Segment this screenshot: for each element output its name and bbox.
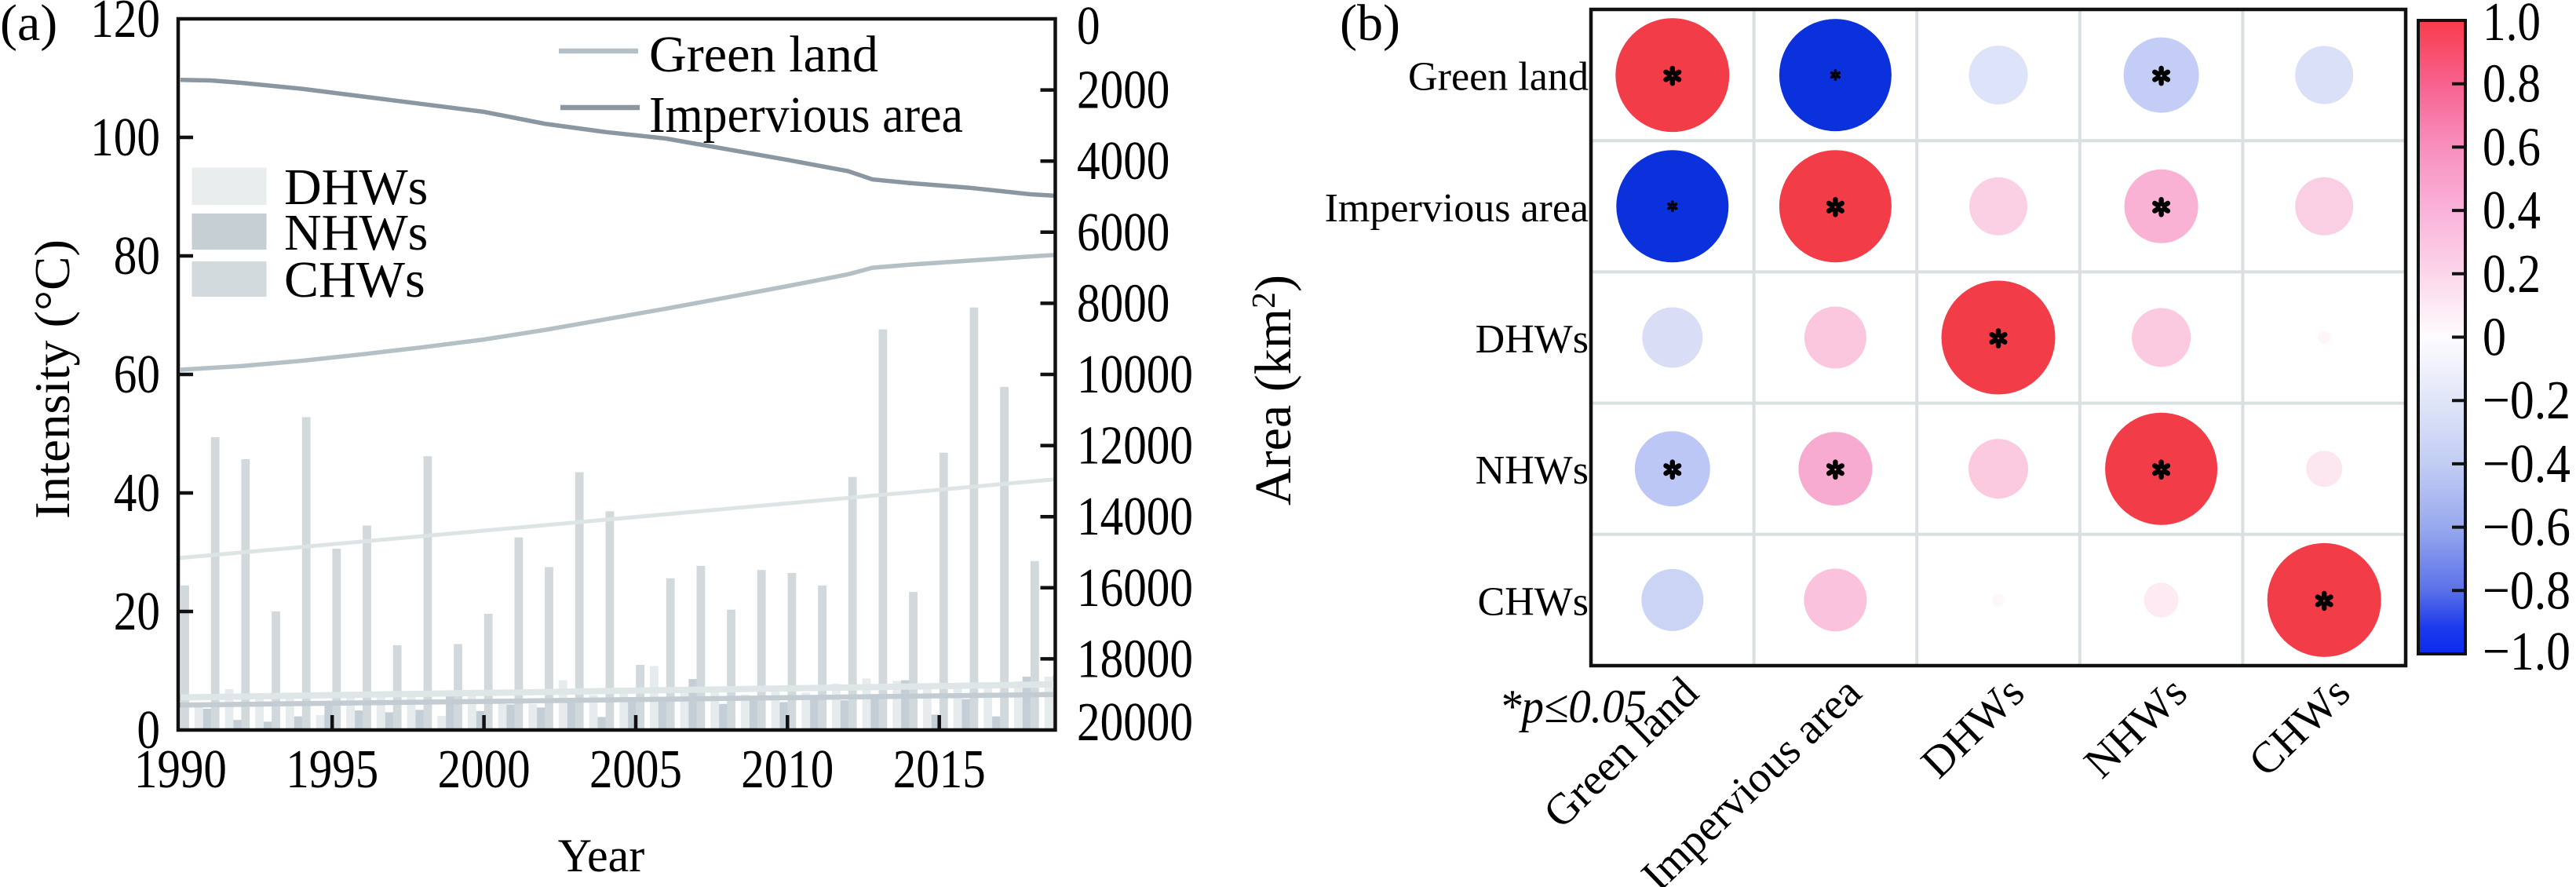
svg-text:Impervious area: Impervious area: [649, 86, 963, 144]
svg-text:2005: 2005: [589, 739, 682, 800]
svg-text:8000: 8000: [1077, 273, 1169, 334]
svg-text:CHWs: CHWs: [1477, 579, 1589, 624]
svg-text:2000: 2000: [438, 739, 531, 800]
svg-text:0.8: 0.8: [2483, 54, 2541, 115]
svg-text:6000: 6000: [1077, 203, 1169, 263]
svg-text:1990: 1990: [134, 739, 227, 800]
svg-text:(a): (a): [0, 0, 57, 52]
svg-text:DHWs: DHWs: [284, 159, 428, 216]
svg-text:4000: 4000: [1077, 131, 1169, 192]
svg-text:*p≤0.05: *p≤0.05: [1499, 681, 1647, 732]
svg-text:16000: 16000: [1077, 558, 1193, 619]
svg-text:0: 0: [1077, 0, 1100, 57]
svg-text:Intensity (°C): Intensity (°C): [24, 239, 80, 519]
svg-text:20000: 20000: [1077, 692, 1193, 753]
svg-text:1.0: 1.0: [2483, 0, 2541, 53]
svg-text:18000: 18000: [1077, 629, 1193, 689]
svg-text:1995: 1995: [286, 739, 378, 800]
svg-text:(b): (b): [1340, 0, 1400, 52]
svg-text:0.2: 0.2: [2483, 244, 2541, 305]
svg-text:40: 40: [114, 463, 160, 524]
svg-text:0: 0: [2483, 308, 2506, 368]
svg-text:Area (km2): Area (km2): [1245, 275, 1302, 506]
svg-text:NHWs: NHWs: [284, 204, 428, 261]
svg-text:2000: 2000: [1077, 60, 1169, 121]
svg-text:Year: Year: [558, 830, 645, 882]
svg-text:−0.8: −0.8: [2483, 560, 2571, 621]
svg-text:120: 120: [90, 0, 160, 49]
svg-text:0.4: 0.4: [2483, 181, 2541, 241]
svg-text:Green land: Green land: [649, 26, 878, 83]
svg-text:−0.6: −0.6: [2483, 498, 2571, 558]
svg-text:12000: 12000: [1077, 416, 1193, 476]
svg-text:−0.2: −0.2: [2483, 370, 2571, 431]
svg-text:100: 100: [90, 108, 160, 168]
svg-text:80: 80: [114, 226, 160, 287]
svg-text:0: 0: [137, 700, 160, 761]
svg-text:20: 20: [114, 582, 160, 642]
svg-text:60: 60: [114, 345, 160, 405]
svg-text:Green land: Green land: [1408, 55, 1589, 100]
svg-text:−1.0: −1.0: [2483, 622, 2571, 682]
svg-text:14000: 14000: [1077, 487, 1193, 547]
svg-text:10000: 10000: [1077, 345, 1193, 405]
svg-text:2010: 2010: [741, 739, 834, 800]
svg-text:CHWs: CHWs: [284, 251, 425, 308]
svg-text:NHWs: NHWs: [1476, 448, 1589, 493]
svg-text:DHWs: DHWs: [1476, 317, 1589, 362]
svg-text:0.6: 0.6: [2483, 117, 2541, 177]
svg-text:Impervious area: Impervious area: [1325, 186, 1589, 231]
svg-text:−0.4: −0.4: [2483, 434, 2571, 495]
svg-text:2015: 2015: [893, 739, 986, 800]
